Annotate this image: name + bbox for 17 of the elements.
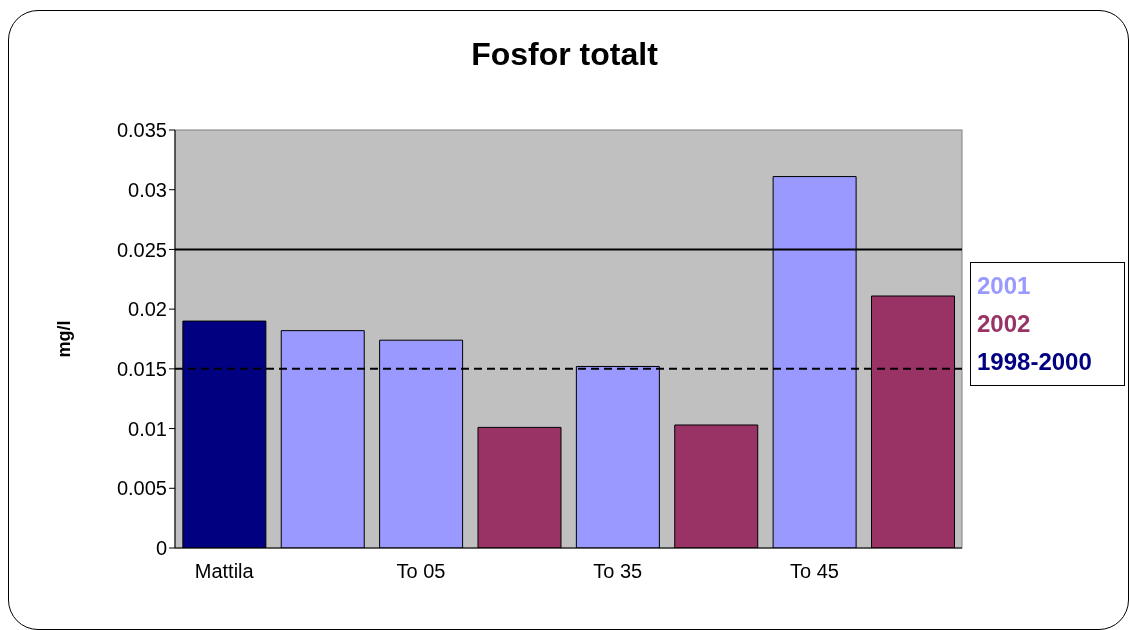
y-tick-label: 0.01 xyxy=(128,417,167,440)
x-tick-label: Mattila xyxy=(194,560,255,583)
y-tick-label: 0.03 xyxy=(128,178,167,201)
text: 2001 xyxy=(977,271,1032,301)
chart-title: Fosfor totalt xyxy=(470,36,659,73)
y-tick-label: 0 xyxy=(155,537,167,560)
x-tick-label: To 05 xyxy=(396,560,446,583)
x-tick-label: To 35 xyxy=(593,560,643,583)
y-tick-label: 0.035 xyxy=(116,119,167,142)
y-tick-label: 0.015 xyxy=(116,357,167,380)
text: 1998-2000 xyxy=(977,347,1093,377)
y-tick-label: 0.005 xyxy=(116,477,167,500)
y-tick-label: 0.025 xyxy=(116,238,167,261)
series-label: 2002 xyxy=(977,309,1032,339)
x-tick-label: To 45 xyxy=(789,560,839,583)
y-axis-title: mg/l xyxy=(53,320,75,358)
y-tick-label: 0.02 xyxy=(128,298,167,321)
